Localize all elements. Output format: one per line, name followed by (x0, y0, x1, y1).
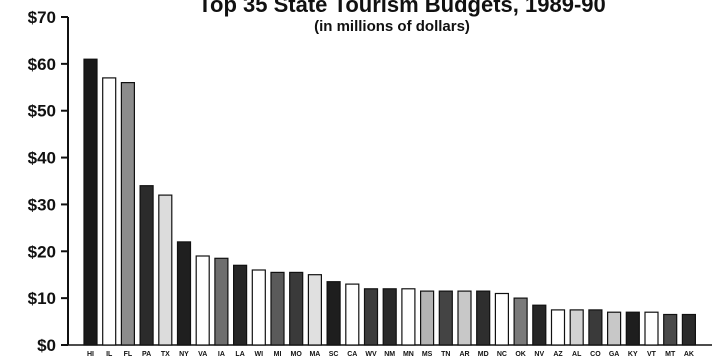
x-tick-label: FL (124, 351, 133, 358)
bar-ar (457, 290, 472, 346)
x-tick-label: NC (497, 351, 507, 358)
x-tick-label: WI (255, 351, 264, 358)
bar-series (83, 58, 697, 346)
y-tick-label: $20 (28, 242, 56, 261)
x-tick-label: MI (274, 351, 282, 358)
x-tick-label: TX (161, 351, 170, 358)
bar-md (476, 290, 491, 346)
chart-subtitle: (in millions of dollars) (314, 18, 470, 35)
x-tick-label: CO (590, 351, 601, 358)
x-tick-label: MS (422, 351, 433, 358)
x-tick-label: VT (647, 351, 657, 358)
x-tick-label: AZ (553, 351, 563, 358)
x-tick-label: TN (441, 351, 450, 358)
bar-vt (644, 311, 659, 346)
bar-tx (158, 194, 173, 346)
bar-ky (625, 311, 640, 346)
bar-ak (681, 313, 697, 346)
bar-mt (663, 313, 678, 346)
bar-az (550, 309, 566, 346)
x-tick-label: IL (106, 351, 113, 358)
bar-al (569, 309, 584, 346)
x-tick-label: VA (198, 351, 207, 358)
x-tick-label: OK (515, 351, 526, 358)
bar-nv (532, 304, 547, 346)
y-tick-label: $30 (28, 195, 56, 214)
y-tick-label: $70 (28, 8, 56, 27)
x-tick-label: IA (218, 351, 225, 358)
bar-sc (326, 281, 341, 346)
bar-ga (606, 311, 622, 346)
bar-ca (345, 283, 360, 346)
y-tick-label: $0 (37, 336, 56, 355)
x-tick-label: LA (235, 351, 244, 358)
bar-pa (139, 185, 154, 346)
bar-tn (438, 290, 453, 346)
y-tick-label: $10 (28, 289, 56, 308)
bar-nc (494, 292, 509, 346)
bar-ok (513, 297, 528, 346)
x-tick-label: WV (365, 351, 377, 358)
x-tick-label: AK (684, 351, 694, 358)
bar-ma (307, 274, 322, 346)
bar-mo (289, 271, 304, 346)
bar-fl (120, 81, 136, 346)
bar-wv (363, 288, 379, 346)
chart-title: Top 35 State Tourism Budgets, 1989-90 (198, 0, 606, 17)
x-tick-label: AR (459, 351, 469, 358)
x-tick-label: SC (329, 351, 339, 358)
bar-va (195, 255, 210, 346)
x-tick-label: AL (572, 351, 582, 358)
bar-nm (382, 288, 397, 346)
x-tick-label: MD (478, 351, 489, 358)
x-tick-label: HI (87, 351, 94, 358)
bar-la (233, 264, 248, 346)
x-tick-label: MA (309, 351, 320, 358)
x-tick-label: MN (403, 351, 414, 358)
y-tick-label: $50 (28, 102, 56, 121)
x-tick-label: NM (384, 351, 395, 358)
x-tick-label: KY (628, 351, 638, 358)
bar-il (102, 77, 117, 346)
x-tick-label: NV (534, 351, 544, 358)
bar-mn (401, 288, 416, 346)
bar-hi (83, 58, 98, 346)
bar-ia (214, 257, 229, 346)
y-tick-label: $60 (28, 55, 56, 74)
bar-co (588, 309, 603, 346)
bar-wi (251, 269, 266, 346)
x-tick-label: NY (179, 351, 189, 358)
y-axis: $0 $10 $20 $30 $40 $50 $60 $70 (28, 8, 712, 355)
x-tick-label: MO (291, 351, 303, 358)
bar-mi (270, 271, 285, 346)
x-tick-label: GA (609, 351, 620, 358)
x-tick-label: MT (665, 351, 676, 358)
x-tick-label: PA (142, 351, 151, 358)
bar-ny (176, 241, 192, 346)
x-tick-label: CA (347, 351, 357, 358)
x-axis-labels: HI IL FL PA TX NY VA IA LA WI MI MO MA SC CA WV NM MN MS TN… (87, 351, 694, 358)
y-tick-label: $40 (28, 149, 56, 168)
bar-ms (420, 290, 435, 346)
